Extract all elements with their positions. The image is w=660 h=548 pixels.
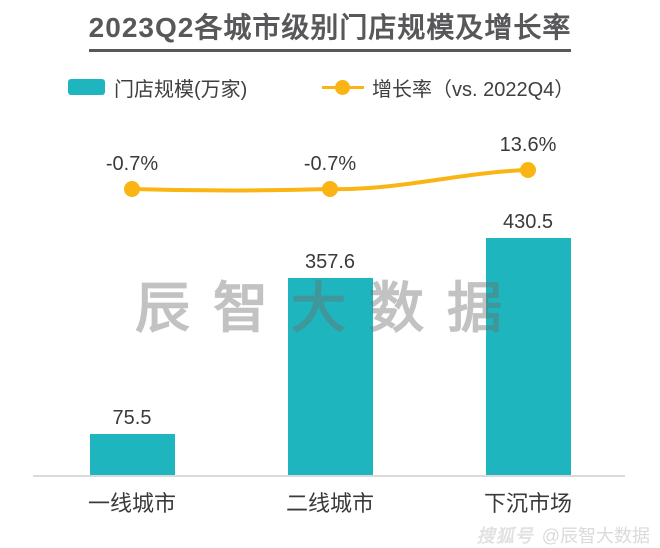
category-label: 下沉市场 (483, 491, 572, 516)
category-label: 一线城市 (87, 491, 176, 516)
bar-legend-swatch-icon (68, 79, 105, 95)
footer-credit-text: @辰智大数据 (541, 526, 650, 546)
growth-point-marker (520, 161, 536, 178)
chart-title: 2023Q2各城市级别门店规模及增长率 (0, 6, 660, 52)
bar-legend-label: 门店规模(万家) (114, 78, 248, 101)
growth-point-marker (124, 181, 140, 197)
legend-item-bar: 门店规模(万家) (68, 72, 247, 102)
bar-1 (89, 434, 175, 476)
chart-title-text: 2023Q2各城市级别门店规模及增长率 (88, 6, 572, 52)
bar-3 (485, 238, 571, 476)
bar-2 (287, 278, 373, 476)
center-watermark: 辰智大数据 (134, 277, 525, 339)
footer-watermark: 搜狐号 @辰智大数据 (477, 522, 650, 548)
bar-value-label: 430.5 (502, 211, 554, 233)
line-legend-marker-icon (322, 79, 364, 95)
growth-value-label: -0.7% (303, 153, 357, 175)
bar-value-label: 75.5 (112, 407, 152, 430)
growth-point-marker (322, 181, 338, 197)
x-axis-line (33, 475, 625, 477)
legend-item-line: 增长率（vs. 2022Q4） (322, 72, 574, 102)
category-label: 二线城市 (285, 491, 374, 516)
line-legend-label: 增长率（vs. 2022Q4） (372, 78, 575, 101)
sohu-logo: 搜狐号 (476, 526, 534, 546)
growth-value-label: 13.6% (499, 133, 557, 156)
bar-value-label: 357.6 (304, 251, 356, 274)
growth-value-label: -0.7% (105, 153, 159, 175)
